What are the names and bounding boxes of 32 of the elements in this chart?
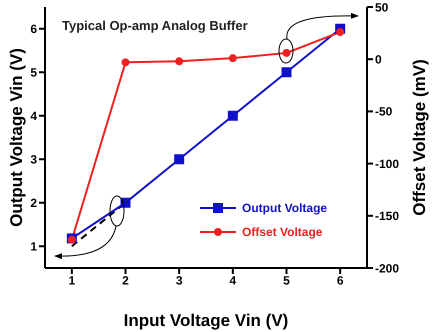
point xyxy=(122,58,130,66)
x-tick-label: 1 xyxy=(68,274,76,288)
y2-tick-label: -150 xyxy=(375,209,400,224)
y-tick-label: 2 xyxy=(30,196,38,210)
y-tick-label: 5 xyxy=(30,66,38,80)
y-tick-label: 1 xyxy=(30,240,38,254)
point xyxy=(336,28,344,36)
legend-label: Output Voltage xyxy=(242,200,328,217)
y-tick-label: 3 xyxy=(30,152,38,167)
point xyxy=(175,57,184,66)
y2-tick-label: 0 xyxy=(375,52,382,66)
x-tick-label: 3 xyxy=(176,274,183,288)
point xyxy=(68,236,76,244)
y2-tick-label: -200 xyxy=(375,261,400,276)
y-tick-label: 6 xyxy=(30,22,38,36)
y-tick-label: 4 xyxy=(30,109,38,124)
x-tick-label: 6 xyxy=(336,274,344,288)
point xyxy=(282,67,292,78)
y-axis-title: Output Voltage Vin (V) xyxy=(7,48,26,227)
y2-tick-label: -50 xyxy=(375,104,393,119)
point xyxy=(174,154,184,164)
y2-axis-title: Offset Voltage (mV) xyxy=(410,59,430,216)
x-tick-label: 5 xyxy=(283,274,290,288)
y2-tick-label: -100 xyxy=(375,156,400,171)
x-tick-label: 4 xyxy=(229,274,236,288)
y2-tick-label: 50 xyxy=(375,0,389,14)
point xyxy=(228,110,238,121)
x-axis-title: Input Voltage Vin (V) xyxy=(124,311,288,330)
legend-label: Offset Voltage xyxy=(242,224,322,241)
annotation: Typical Op-amp Analog Buffer xyxy=(62,18,248,33)
point xyxy=(228,54,237,62)
x-tick-label: 2 xyxy=(122,274,130,288)
